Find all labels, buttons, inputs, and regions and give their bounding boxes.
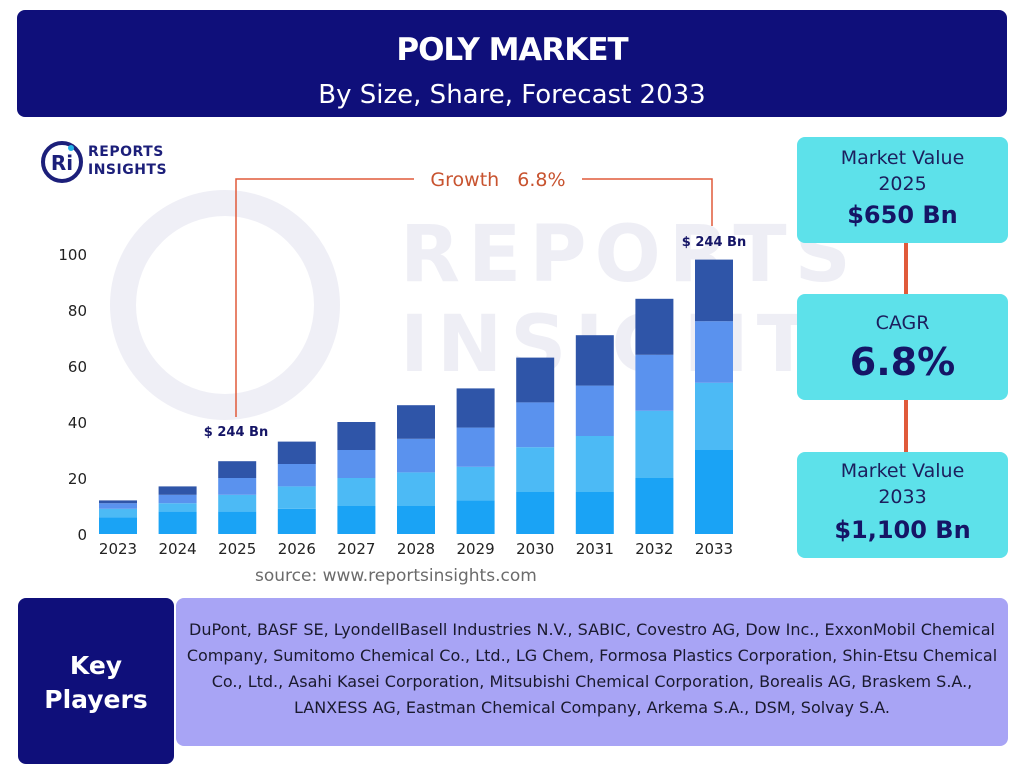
bar-segment [277, 441, 316, 464]
x-tick-label: 2024 [159, 540, 197, 558]
bar-segment [99, 500, 137, 504]
bar-segment [456, 466, 495, 501]
bar-segment [218, 494, 257, 512]
bar-segment [516, 492, 555, 534]
bar-segment [397, 405, 435, 439]
bar-segment [516, 402, 555, 448]
bar-segment [635, 298, 674, 355]
bar-segment [695, 321, 733, 383]
market-value-2033-label: Market Value [840, 460, 965, 482]
key-players-label-1: Key [69, 651, 123, 680]
y-tick-label: 80 [68, 302, 87, 320]
bar-segment [397, 506, 435, 534]
bar-segment [218, 478, 257, 495]
bar-segment [158, 503, 197, 512]
bar-segment [277, 486, 316, 509]
bar-segment [158, 511, 197, 534]
bar-segment [277, 508, 316, 534]
market-value-2033-value: $1,100 Bn [834, 516, 971, 544]
page-subtitle: By Size, Share, Forecast 2033 [318, 80, 706, 110]
x-tick-label: 2025 [218, 540, 256, 558]
bar-segment [456, 388, 495, 428]
growth-bracket-line-right [582, 178, 713, 226]
y-tick-label: 60 [68, 358, 87, 376]
market-value-2033-card: Market Value 2033 $1,100 Bn [797, 452, 1008, 558]
market-value-2025-label: Market Value [840, 147, 965, 169]
bar-segment [695, 382, 733, 450]
header-banner: POLY MARKET By Size, Share, Forecast 203… [17, 10, 1007, 117]
cagr-value: 6.8% [849, 340, 956, 384]
source-note: source: www.reportsinsights.com [255, 566, 537, 586]
x-axis: 2023 2024 2025 2026 2027 2028 2029 2030 2031 2032… [99, 540, 733, 558]
key-players-label-2: Players [44, 685, 148, 714]
card-connector-2 [904, 400, 908, 452]
x-tick-label: 2033 [695, 540, 733, 558]
logo-mark-icon: Ri [41, 141, 83, 183]
bar-segment [397, 438, 435, 473]
bar-segment [635, 354, 674, 411]
end-value-label: $ 244 Bn [682, 235, 746, 250]
bar-segment [575, 385, 614, 436]
bar-segment [99, 517, 137, 534]
market-value-2025-value: $650 Bn [847, 201, 958, 229]
market-value-2033-year: 2033 [878, 486, 927, 508]
bar-segment [456, 500, 495, 534]
growth-bracket-line [235, 178, 414, 417]
logo: Ri REPORTS INSIGHTS [40, 140, 180, 184]
cagr-label: CAGR [875, 312, 930, 334]
bar-segment [337, 478, 376, 506]
logo-mark-text: Ri [51, 151, 73, 175]
y-tick-label: 100 [58, 246, 87, 264]
x-tick-label: 2030 [516, 540, 554, 558]
cagr-card: CAGR 6.8% [797, 294, 1008, 400]
bar-segment [516, 357, 555, 403]
bar-segment [397, 472, 435, 506]
start-value-label: $ 244 Bn [204, 425, 268, 440]
page-title: POLY MARKET [396, 32, 628, 68]
bar-segment [575, 436, 614, 492]
bar-segment [158, 494, 197, 504]
logo-text-insights: INSIGHTS [88, 162, 168, 178]
bar-segment [99, 508, 137, 518]
bar-segment [218, 461, 257, 478]
bar-segment [516, 447, 555, 492]
bar-segment [337, 450, 376, 478]
key-players-list: DuPont, BASF SE, LyondellBasell Industri… [176, 598, 1008, 746]
y-tick-label: 40 [68, 414, 87, 432]
market-value-2025-year: 2025 [878, 173, 927, 195]
card-connector-1 [904, 243, 908, 294]
bar-segment [695, 259, 733, 322]
key-players-label-box: Key Players [18, 598, 174, 764]
bar-segment [99, 503, 137, 509]
bar-segment [695, 450, 733, 534]
bar-segment [337, 506, 376, 534]
growth-annotation: Growth 6.8% $ 244 Bn $ 244 Bn [204, 169, 746, 440]
market-value-2025-card: Market Value 2025 $650 Bn [797, 137, 1008, 243]
x-tick-label: 2023 [99, 540, 137, 558]
growth-label: Growth 6.8% [430, 169, 565, 191]
y-axis: 0 20 40 60 80 100 [58, 246, 87, 544]
y-tick-label: 0 [77, 526, 87, 544]
bar-segment [635, 478, 674, 534]
bar-segment [635, 410, 674, 478]
x-tick-label: 2027 [337, 540, 375, 558]
x-tick-label: 2028 [397, 540, 435, 558]
bar-segment [456, 427, 495, 467]
bar-segment [218, 511, 257, 534]
key-players-text: DuPont, BASF SE, LyondellBasell Industri… [186, 620, 998, 717]
x-tick-label: 2031 [576, 540, 614, 558]
logo-text-reports: REPORTS [88, 144, 164, 160]
x-tick-label: 2032 [635, 540, 673, 558]
y-tick-label: 20 [68, 470, 87, 488]
bar-segment [277, 464, 316, 487]
x-tick-label: 2026 [278, 540, 316, 558]
bar-segment [337, 422, 376, 450]
bars [99, 259, 733, 534]
x-tick-label: 2029 [457, 540, 495, 558]
bar-segment [575, 492, 614, 534]
bar-segment [575, 335, 614, 386]
bar-segment [158, 486, 197, 495]
